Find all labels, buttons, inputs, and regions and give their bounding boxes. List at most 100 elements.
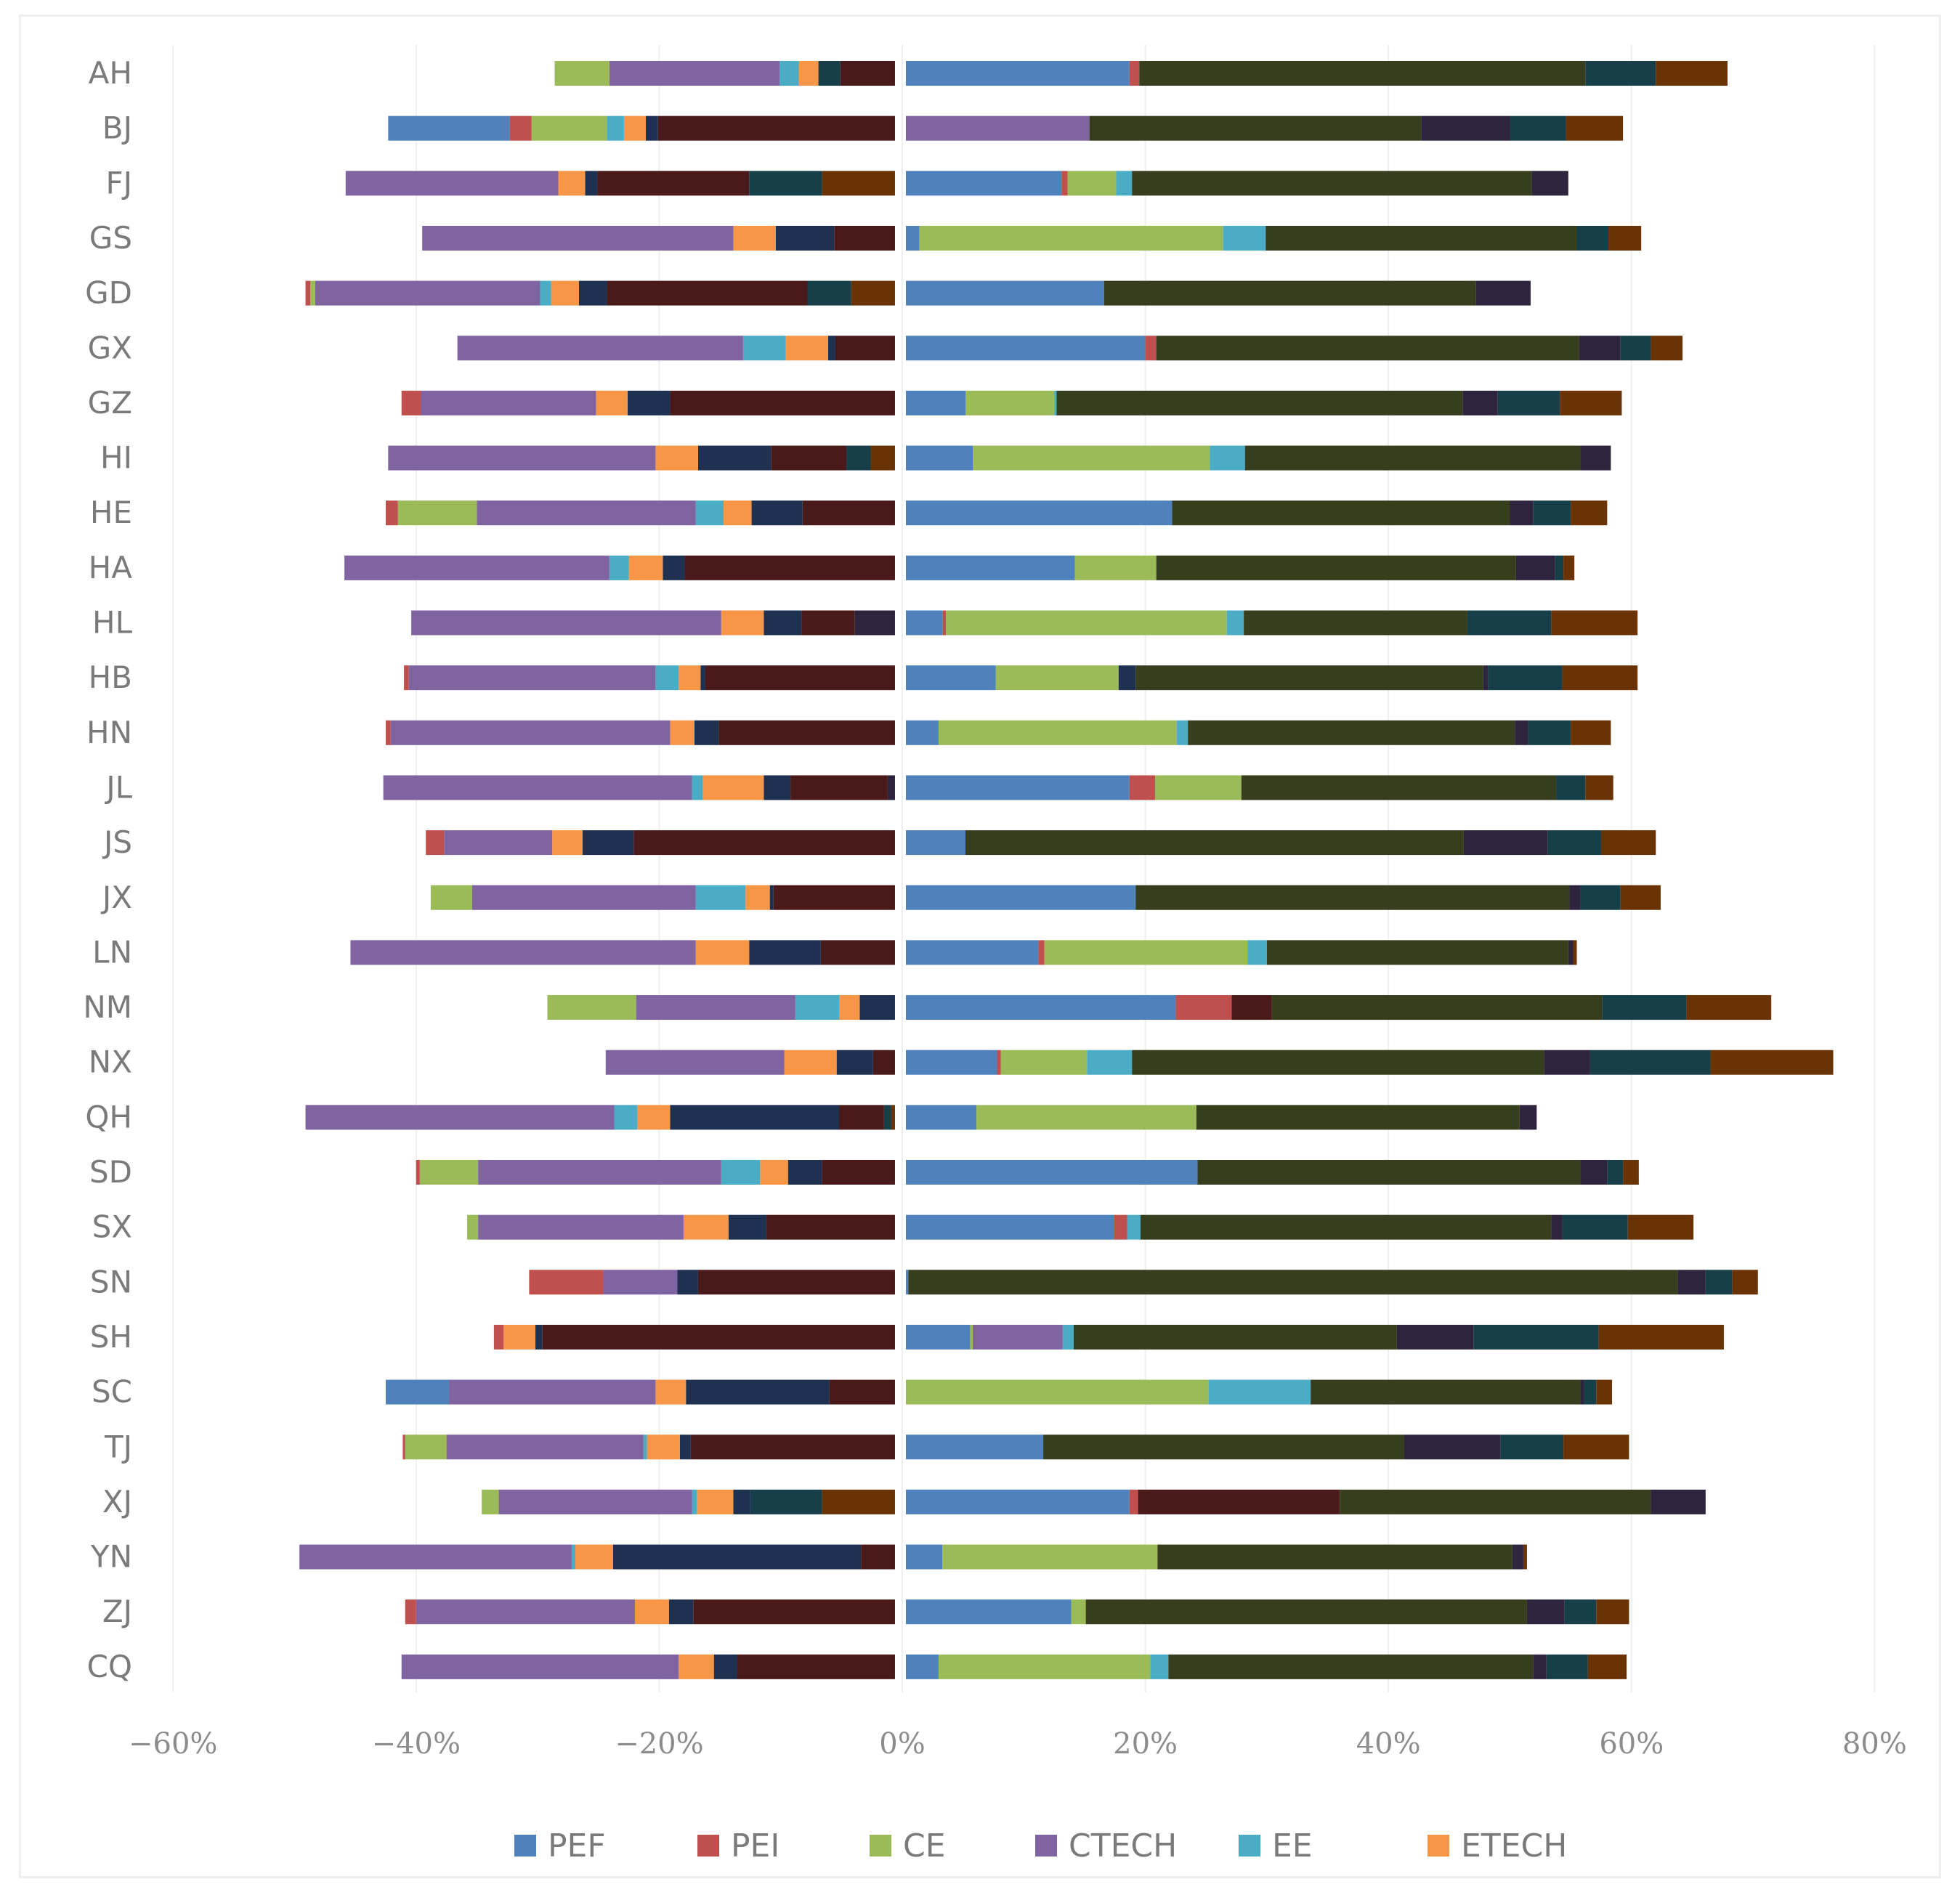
bar-row-SD xyxy=(416,1160,1639,1185)
bar-segment xyxy=(315,280,540,306)
bar-segment xyxy=(633,830,895,856)
bar-segment xyxy=(1563,1435,1629,1460)
bar-segment xyxy=(906,720,939,745)
bar-segment xyxy=(1129,775,1155,800)
bar-segment xyxy=(679,1654,714,1679)
bar-segment xyxy=(547,995,636,1020)
bar-segment xyxy=(1580,885,1621,910)
bar-segment xyxy=(851,280,895,306)
bar-row-JL xyxy=(383,775,1613,800)
bar-segment xyxy=(840,61,895,86)
bar-segment xyxy=(1500,1435,1564,1460)
bar-segment xyxy=(1266,225,1577,251)
bar-segment xyxy=(1569,885,1581,910)
bar-segment xyxy=(1226,610,1244,636)
bar-segment xyxy=(305,280,311,306)
bar-row-FJ xyxy=(345,171,1568,196)
bar-segment xyxy=(1732,1270,1758,1295)
bar-segment xyxy=(1656,61,1728,86)
bar-segment xyxy=(1585,61,1656,86)
category-label: CQ xyxy=(87,1649,132,1684)
bar-segment xyxy=(1043,1435,1404,1460)
bar-segment xyxy=(906,775,1130,800)
bar-segment xyxy=(870,445,895,471)
bar-segment xyxy=(1562,665,1638,691)
bar-segment xyxy=(906,1379,1209,1405)
bar-segment xyxy=(1551,610,1638,636)
bar-segment xyxy=(1150,1654,1169,1679)
legend-swatch xyxy=(1428,1835,1449,1857)
bar-segment xyxy=(836,1050,873,1075)
bar-segment xyxy=(1686,995,1772,1020)
bar-segment xyxy=(408,665,656,691)
bar-segment xyxy=(1544,1050,1590,1075)
bar-segment xyxy=(807,280,851,306)
bar-segment xyxy=(939,720,1178,745)
bar-segment xyxy=(906,280,1104,306)
bar-segment xyxy=(612,1544,862,1570)
category-label: SD xyxy=(89,1154,132,1190)
bar-segment xyxy=(1421,115,1510,141)
bar-segment xyxy=(385,500,398,526)
bar-segment xyxy=(404,665,409,691)
bar-segment xyxy=(995,665,1119,691)
bar-segment xyxy=(859,995,895,1020)
bar-segment xyxy=(745,885,770,910)
bar-segment xyxy=(906,1160,1198,1185)
bar-segment xyxy=(702,775,764,800)
bar-segment xyxy=(471,885,696,910)
bar-segment xyxy=(344,555,610,580)
bar-segment xyxy=(906,830,965,856)
bar-segment xyxy=(906,665,996,691)
bar-segment xyxy=(1118,665,1136,691)
category-label: HN xyxy=(86,715,132,750)
bar-segment xyxy=(749,171,822,196)
category-label: HB xyxy=(89,660,132,695)
legend-swatch xyxy=(514,1835,536,1857)
legend-item-ee: EE xyxy=(1239,1827,1313,1864)
legend-swatch xyxy=(870,1835,891,1857)
bar-segment xyxy=(627,390,671,415)
bar-segment xyxy=(1515,555,1555,580)
bar-segment xyxy=(906,1214,1114,1240)
bar-segment xyxy=(919,225,1223,251)
bar-segment xyxy=(798,61,819,86)
bar-segment xyxy=(742,336,786,361)
bar-segment xyxy=(1580,1160,1608,1185)
bar-segment xyxy=(1519,1105,1537,1130)
bar-segment xyxy=(1497,390,1560,415)
bar-segment xyxy=(509,115,532,141)
bar-segment xyxy=(939,1654,1151,1679)
bar-segment xyxy=(887,775,895,800)
bar-segment xyxy=(1138,1489,1340,1514)
bar-segment xyxy=(769,885,774,910)
bar-segment xyxy=(1129,1489,1138,1514)
bar-segment xyxy=(1562,1214,1628,1240)
bar-segment xyxy=(733,1489,750,1514)
category-label: SN xyxy=(90,1264,132,1299)
bar-segment xyxy=(637,1105,671,1130)
bar-segment xyxy=(1085,1599,1527,1625)
bar-segment xyxy=(705,665,895,691)
category-label: XJ xyxy=(102,1484,132,1519)
bar-segment xyxy=(906,1105,977,1130)
category-label: JS xyxy=(102,824,132,860)
bar-segment xyxy=(1038,940,1045,965)
bar-row-JX xyxy=(430,885,1661,910)
bar-segment xyxy=(906,1489,1130,1514)
bar-row-SC xyxy=(385,1379,1613,1405)
bar-segment xyxy=(906,445,973,471)
category-label: SH xyxy=(90,1319,132,1355)
bar-segment xyxy=(655,665,679,691)
legend: PEF PEI CE CTECH EE ETECH xyxy=(514,1827,1567,1864)
bar-segment xyxy=(1116,171,1133,196)
bar-segment xyxy=(1546,1654,1588,1679)
bar-segment xyxy=(628,555,663,580)
bar-segment xyxy=(1587,1654,1627,1679)
bar-row-HL xyxy=(411,610,1638,636)
bar-segment xyxy=(818,61,841,86)
bar-segment xyxy=(1132,1050,1544,1075)
bar-segment xyxy=(416,1160,420,1185)
bar-segment xyxy=(1197,1160,1581,1185)
